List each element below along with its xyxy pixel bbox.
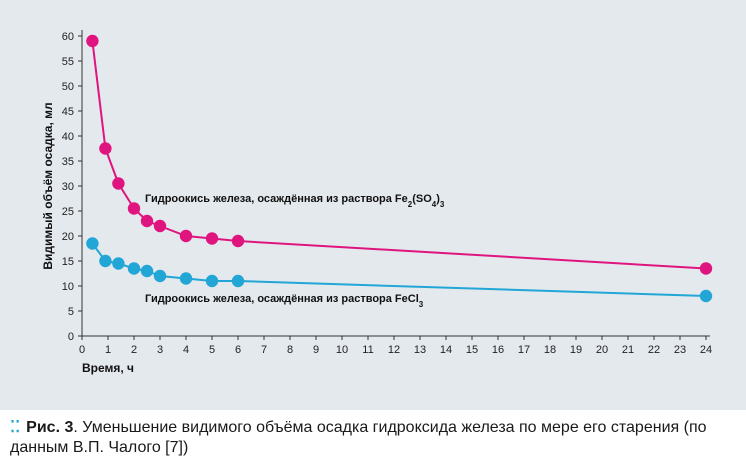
x-tick-label: 1 [105,344,111,356]
x-tick-label: 16 [492,344,504,356]
x-tick-label: 4 [183,344,189,356]
x-tick-label: 6 [235,344,241,356]
x-tick-label: 5 [209,344,215,356]
y-tick-label: 30 [62,181,74,193]
data-point [112,177,125,190]
data-point [699,262,713,275]
x-tick-label: 12 [388,344,400,356]
y-tick-label: 5 [68,306,74,318]
y-tick-label: 60 [62,31,74,43]
x-tick-label: 13 [414,344,426,356]
x-tick-label: 23 [674,344,686,356]
data-point [99,254,112,268]
data-point [153,219,167,233]
data-point [99,142,112,155]
y-tick-label: 50 [62,81,74,93]
x-tick-label: 15 [466,344,478,356]
x-tick-label: 22 [648,344,660,356]
data-point [112,257,125,270]
y-tick-label: 20 [62,231,74,243]
y-tick-label: 35 [62,156,74,168]
x-tick-label: 20 [596,344,608,356]
x-axis-title: Время, ч [82,361,134,375]
x-tick-label: 17 [518,344,530,356]
caption-text: . Уменьшение видимого объёма осадка гидр… [10,419,707,456]
x-tick-label: 24 [700,344,712,356]
y-axis-title: Видимый объём осадка, мл [41,102,55,269]
y-tick-label: 40 [62,131,74,143]
series-line [91,40,707,270]
x-tick-label: 8 [287,344,293,356]
data-point [179,272,193,285]
y-tick-label: 45 [62,106,74,118]
x-tick-label: 10 [336,344,348,356]
data-point [140,214,154,228]
x-tick-label: 0 [79,344,85,356]
data-point [127,202,141,215]
data-point [140,264,154,278]
data-point [205,274,219,288]
data-point [86,34,99,48]
y-tick-label: 55 [62,56,74,68]
data-point [86,237,99,250]
data-point [231,274,245,288]
x-tick-label: 11 [362,344,373,356]
x-tick-label: 18 [544,344,556,356]
x-tick-label: 2 [131,344,137,356]
data-point [179,229,193,243]
data-point [699,289,713,303]
figure-caption: ⁚⁚ Рис. 3. Уменьшение видимого объёма оса… [10,418,742,458]
series-label: Гидроокись железа, осаждённая из раствор… [145,193,445,209]
chart-panel [0,0,746,410]
x-tick-label: 19 [570,344,582,356]
y-tick-label: 25 [62,206,74,218]
y-tick-label: 0 [68,331,74,343]
y-tick-label: 15 [62,256,74,268]
data-point [127,262,141,275]
x-tick-label: 21 [622,344,634,356]
x-tick-label: 9 [313,344,319,356]
data-point [231,234,245,248]
series-line [91,242,707,297]
y-tick-label: 10 [62,281,74,293]
x-tick-label: 3 [157,344,163,356]
series-label: Гидроокись железа, осаждённая из раствор… [145,293,424,309]
data-point [153,269,167,283]
x-tick-label: 14 [440,344,452,356]
x-tick-label: 7 [261,344,267,356]
caption-marker-icon: ⁚⁚ [10,419,21,436]
data-point [205,232,219,245]
caption-label: Рис. 3 [26,419,74,436]
